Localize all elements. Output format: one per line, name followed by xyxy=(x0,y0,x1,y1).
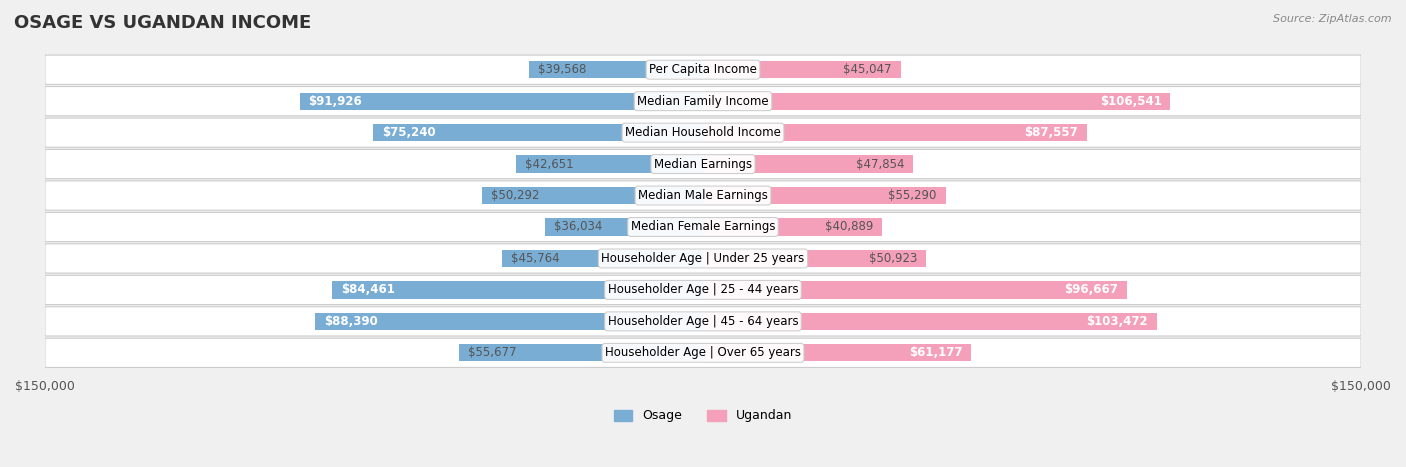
Bar xyxy=(703,61,901,78)
Text: $84,461: $84,461 xyxy=(342,283,395,297)
Text: $96,667: $96,667 xyxy=(1064,283,1118,297)
FancyBboxPatch shape xyxy=(45,244,1361,273)
Text: $45,764: $45,764 xyxy=(510,252,560,265)
Text: $87,557: $87,557 xyxy=(1025,126,1078,139)
Bar xyxy=(315,313,703,330)
Text: $103,472: $103,472 xyxy=(1087,315,1149,328)
Text: $47,854: $47,854 xyxy=(856,157,904,170)
Bar xyxy=(332,281,703,298)
FancyBboxPatch shape xyxy=(45,86,1361,116)
Text: Median Female Earnings: Median Female Earnings xyxy=(631,220,775,234)
Bar xyxy=(530,61,703,78)
Bar xyxy=(546,219,703,236)
Text: $55,677: $55,677 xyxy=(468,347,516,359)
Text: Median Household Income: Median Household Income xyxy=(626,126,780,139)
FancyBboxPatch shape xyxy=(45,55,1361,85)
Bar xyxy=(299,92,703,110)
Text: $36,034: $36,034 xyxy=(554,220,602,234)
Text: $50,923: $50,923 xyxy=(869,252,918,265)
Bar xyxy=(373,124,703,142)
Bar xyxy=(458,344,703,361)
Text: Median Family Income: Median Family Income xyxy=(637,95,769,108)
FancyBboxPatch shape xyxy=(45,338,1361,368)
Text: $42,651: $42,651 xyxy=(524,157,574,170)
Text: Per Capita Income: Per Capita Income xyxy=(650,63,756,76)
Text: OSAGE VS UGANDAN INCOME: OSAGE VS UGANDAN INCOME xyxy=(14,14,311,32)
FancyBboxPatch shape xyxy=(45,212,1361,241)
Text: Householder Age | Under 25 years: Householder Age | Under 25 years xyxy=(602,252,804,265)
Text: Householder Age | 25 - 44 years: Householder Age | 25 - 44 years xyxy=(607,283,799,297)
Bar xyxy=(703,344,972,361)
Bar xyxy=(502,250,703,267)
FancyBboxPatch shape xyxy=(45,149,1361,179)
Text: $55,290: $55,290 xyxy=(889,189,936,202)
Text: $106,541: $106,541 xyxy=(1099,95,1161,108)
Text: Householder Age | Over 65 years: Householder Age | Over 65 years xyxy=(605,347,801,359)
Bar xyxy=(703,219,883,236)
Bar xyxy=(703,187,946,204)
Legend: Osage, Ugandan: Osage, Ugandan xyxy=(609,404,797,427)
Text: Median Earnings: Median Earnings xyxy=(654,157,752,170)
Text: Median Male Earnings: Median Male Earnings xyxy=(638,189,768,202)
Bar xyxy=(703,313,1157,330)
Text: $75,240: $75,240 xyxy=(381,126,436,139)
Bar xyxy=(703,281,1128,298)
Text: Source: ZipAtlas.com: Source: ZipAtlas.com xyxy=(1274,14,1392,24)
Text: $45,047: $45,047 xyxy=(844,63,891,76)
Text: $61,177: $61,177 xyxy=(910,347,963,359)
Bar xyxy=(703,156,912,173)
FancyBboxPatch shape xyxy=(45,275,1361,304)
Text: $39,568: $39,568 xyxy=(538,63,586,76)
Text: $50,292: $50,292 xyxy=(491,189,540,202)
Text: $40,889: $40,889 xyxy=(825,220,873,234)
Bar xyxy=(703,124,1087,142)
Bar xyxy=(516,156,703,173)
Bar xyxy=(703,92,1170,110)
Text: Householder Age | 45 - 64 years: Householder Age | 45 - 64 years xyxy=(607,315,799,328)
FancyBboxPatch shape xyxy=(45,307,1361,336)
Text: $88,390: $88,390 xyxy=(323,315,378,328)
Bar xyxy=(482,187,703,204)
FancyBboxPatch shape xyxy=(45,181,1361,210)
Text: $91,926: $91,926 xyxy=(308,95,363,108)
FancyBboxPatch shape xyxy=(45,118,1361,147)
Bar xyxy=(703,250,927,267)
